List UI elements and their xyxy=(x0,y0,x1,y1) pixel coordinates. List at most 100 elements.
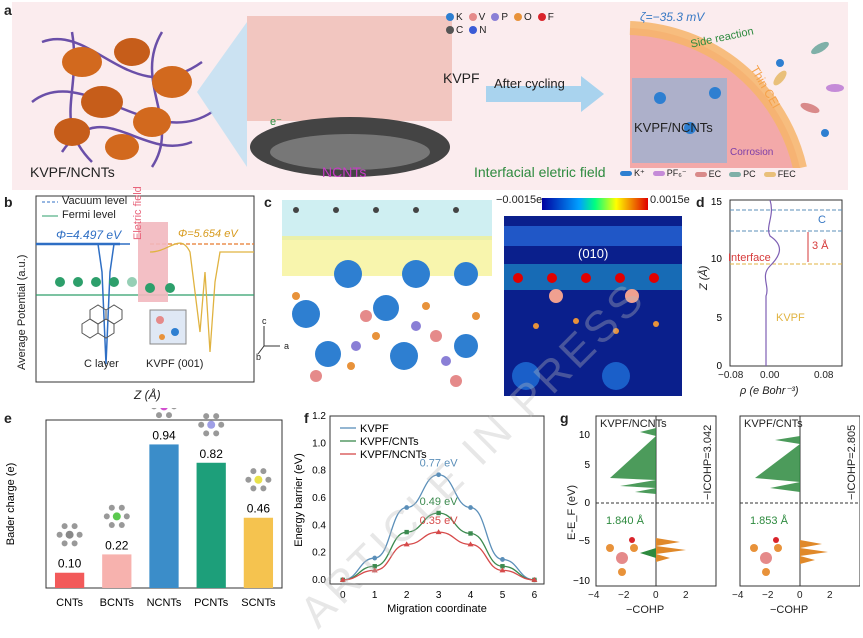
species-swatch-icon xyxy=(763,171,776,177)
axis-c: c xyxy=(262,316,267,326)
ncnt-cluster-illustration xyxy=(31,31,213,168)
svg-text:5: 5 xyxy=(716,313,722,324)
data-point xyxy=(468,505,473,510)
x-tick-label: 1 xyxy=(372,590,378,601)
atom-legend-item-c: C xyxy=(446,25,463,36)
y-tick-label: 0.0 xyxy=(312,575,326,586)
atom-legend-symbol: V xyxy=(478,12,486,23)
panel-d-xtick-1: 0.00 xyxy=(760,370,780,381)
y-tick-label: 0.8 xyxy=(312,466,326,477)
dopant-molecule-icon xyxy=(245,468,272,492)
interface-label: Interface xyxy=(728,252,771,264)
panel-f-label: f xyxy=(304,410,309,426)
atom-legend-symbol: F xyxy=(547,12,554,23)
y-tick-label: 0.6 xyxy=(312,493,326,504)
data-point xyxy=(500,564,505,569)
data-point xyxy=(372,564,377,569)
atom-legend-item-o: O xyxy=(514,12,532,23)
species-legend-label: PF₆⁻ xyxy=(666,168,687,178)
bar-pcnts xyxy=(196,462,226,588)
bar-value-label: 0.10 xyxy=(58,557,82,571)
panel-d-xlabel: ρ (e Bohr⁻³) xyxy=(740,385,799,397)
x-tick-label: 2 xyxy=(404,590,410,601)
panel-d-ylabel: Z (Å) xyxy=(698,265,710,290)
atom-legend-symbol: N xyxy=(479,25,487,36)
after-cycling-arrow xyxy=(486,76,604,112)
atom-legend-symbol: O xyxy=(524,12,532,23)
bar-bcnts xyxy=(102,554,132,588)
data-point xyxy=(500,557,505,562)
atom-legend-symbol: C xyxy=(456,25,464,36)
data-point xyxy=(531,576,538,582)
after-cycling-label: After cycling xyxy=(494,76,565,91)
bar-cnts xyxy=(54,572,85,588)
cohp-xtick-l0: −4 xyxy=(588,590,600,601)
atom-dot-icon xyxy=(491,13,500,22)
field-label: Eletric field xyxy=(132,186,144,240)
species-swatch-icon xyxy=(729,171,742,177)
y-tick-label: 1.2 xyxy=(312,411,326,422)
atom-dot-icon xyxy=(446,13,454,22)
kvpf-ncnt-structure xyxy=(247,16,452,177)
svg-text:10: 10 xyxy=(579,430,591,441)
data-point xyxy=(372,555,378,561)
atom-legend: K V P O F C N xyxy=(446,12,576,36)
atom-legend-symbol: K xyxy=(456,12,463,23)
panel-b-label: b xyxy=(4,194,13,210)
axis-b: b xyxy=(256,352,262,362)
legend-label: KVPF/CNTs xyxy=(360,436,419,448)
svg-text:0: 0 xyxy=(584,498,590,509)
atom-legend-item-p: P xyxy=(491,12,508,23)
cohp-xtick-l1: −2 xyxy=(618,590,630,601)
data-point xyxy=(436,472,441,478)
zoom-cone xyxy=(197,22,247,167)
species-legend-item: PF₆⁻ xyxy=(652,168,687,179)
data-point xyxy=(403,541,410,547)
panel-b-xlabel: Z (Å) xyxy=(134,388,161,402)
bar-chart-ylabel: Bader charge (e) xyxy=(5,463,17,546)
atom-dot-icon xyxy=(514,13,523,22)
phi-right: Φ=5.654 eV xyxy=(178,228,238,240)
legend-vacuum: Vacuum level xyxy=(62,195,128,207)
atom-legend-item-f: F xyxy=(537,12,554,23)
structure-label: KVPF xyxy=(443,70,480,86)
species-legend-label: K⁺ xyxy=(634,168,645,178)
cohp-left-icohp: −ICOHP=3.042 xyxy=(702,424,714,500)
line-chart-frame xyxy=(329,415,545,585)
data-point xyxy=(499,567,506,573)
bar-ncnts xyxy=(149,444,179,588)
scale-min: −0.0015e xyxy=(496,194,543,206)
cohp-graphic: 10 5 0 −5 −10 xyxy=(573,415,860,587)
species-legend-label: EC xyxy=(708,168,722,179)
species-swatch-icon xyxy=(620,171,632,177)
colorbar xyxy=(542,198,648,210)
axis-a: a xyxy=(284,341,290,351)
bar-category-label: NCNTs xyxy=(147,597,182,609)
y-tick-label: 0.2 xyxy=(312,548,326,559)
kvpf-label: KVPF xyxy=(776,312,805,324)
data-point xyxy=(467,541,474,547)
peak-label: 0.35 eV xyxy=(420,515,459,527)
panel-d-xtick-2: 0.08 xyxy=(814,370,834,381)
scale-max: 0.0015e xyxy=(650,194,690,206)
bar-category-label: CNTs xyxy=(56,597,83,609)
cohp-left-title: KVPF/NCNTs xyxy=(600,418,667,430)
bader-bar-chart: Bader charge (e) 0.10 CNTs 0.22 BCNTs 0.94 NCN… xyxy=(5,408,283,609)
bond-icon-left xyxy=(606,537,638,576)
atom-dot-icon xyxy=(446,26,454,35)
species-swatch-icon xyxy=(694,171,707,177)
species-legend-label: FEC xyxy=(777,168,796,179)
species-legend-item: PC xyxy=(729,169,756,179)
graphene-icon xyxy=(81,304,123,339)
legend-fermi: Fermi level xyxy=(62,209,116,221)
atom-legend-item-v: V xyxy=(468,12,486,23)
cohp-ylabel: E-E_F (eV) xyxy=(566,484,578,540)
corrosion-label: Corrosion xyxy=(730,147,774,158)
data-point xyxy=(339,576,346,582)
cohp-right-icohp: −ICOHP=2.805 xyxy=(846,424,858,500)
line-chart-ylabel: Energy barrier (eV) xyxy=(293,453,305,547)
dopant-molecule-icon xyxy=(151,408,177,419)
line-chart-xlabel: Migration coordinate xyxy=(387,603,487,615)
y-tick-label: 1.0 xyxy=(312,438,326,449)
species-legend-item: EC xyxy=(694,168,722,179)
